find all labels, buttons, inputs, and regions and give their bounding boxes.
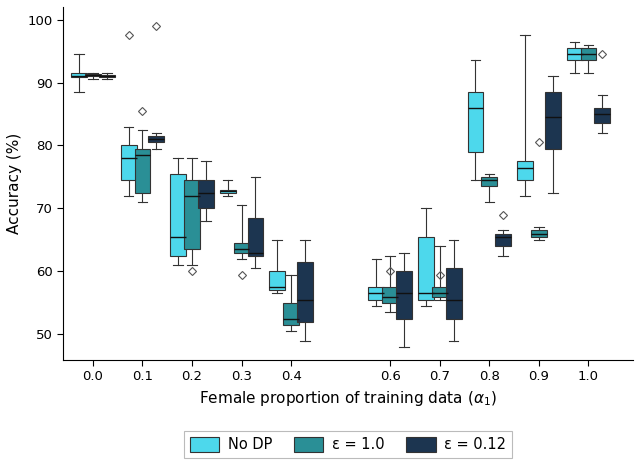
- Bar: [468, 92, 483, 152]
- Bar: [418, 237, 434, 300]
- Bar: [545, 92, 561, 148]
- Bar: [481, 177, 497, 186]
- Bar: [220, 189, 236, 193]
- Bar: [566, 48, 582, 60]
- Bar: [234, 243, 250, 253]
- Bar: [71, 73, 87, 77]
- Bar: [248, 218, 264, 256]
- Bar: [580, 48, 596, 60]
- Y-axis label: Accuracy (%): Accuracy (%): [7, 133, 22, 234]
- Bar: [382, 287, 398, 303]
- Bar: [517, 161, 533, 180]
- Bar: [99, 75, 115, 77]
- Bar: [297, 262, 313, 322]
- Bar: [369, 287, 384, 300]
- Bar: [170, 174, 186, 256]
- Bar: [445, 268, 461, 319]
- Bar: [432, 287, 448, 296]
- X-axis label: Female proportion of training data ($\alpha_1$): Female proportion of training data ($\al…: [199, 389, 497, 408]
- Bar: [396, 272, 412, 319]
- Legend: No DP, ε = 1.0, ε = 0.12: No DP, ε = 1.0, ε = 0.12: [184, 431, 512, 458]
- Bar: [269, 272, 285, 290]
- Bar: [134, 148, 150, 193]
- Bar: [184, 180, 200, 249]
- Bar: [148, 136, 164, 142]
- Bar: [595, 108, 611, 124]
- Bar: [85, 74, 101, 76]
- Bar: [198, 180, 214, 208]
- Bar: [531, 230, 547, 237]
- Bar: [121, 146, 136, 180]
- Bar: [495, 234, 511, 246]
- Bar: [283, 303, 299, 325]
